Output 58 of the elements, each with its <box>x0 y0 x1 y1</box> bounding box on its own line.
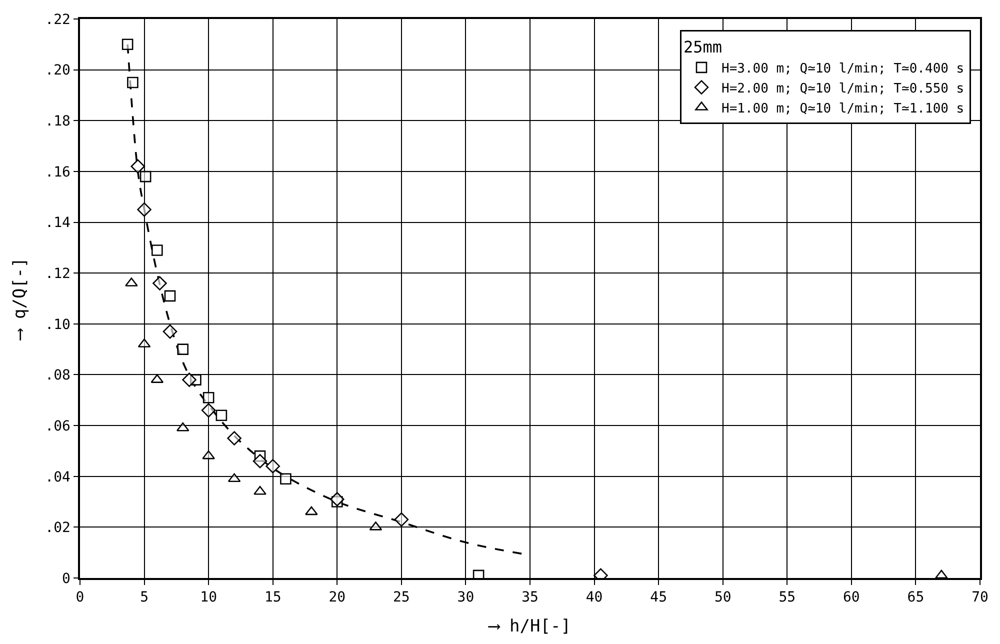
legend-label: H=3.00 m; Q≃10 l/min; T≃0.400 s <box>722 62 964 76</box>
point <box>202 392 214 404</box>
x-tick-label: 35 <box>522 590 538 606</box>
point <box>137 202 152 217</box>
point <box>152 276 167 290</box>
point <box>182 372 196 387</box>
legend-title: 25mm <box>684 37 722 56</box>
x-tick-label: 20 <box>328 590 346 606</box>
y-tick-label: .14 <box>45 215 70 232</box>
point <box>280 473 292 485</box>
x-tick-label: 15 <box>264 590 282 606</box>
legend-label: H=2.00 m; Q≃10 l/min; T≃0.550 s <box>722 81 964 96</box>
x-axis-title: ⟶ h/H[-] <box>488 616 571 636</box>
point <box>305 506 318 516</box>
point <box>162 324 178 339</box>
point <box>266 459 280 474</box>
x-tick-label: 30 <box>457 590 474 606</box>
y-tick-label: 0 <box>62 570 70 587</box>
x-tick-label: 5 <box>140 590 149 606</box>
point <box>330 492 344 506</box>
point <box>394 512 409 527</box>
point <box>216 410 228 422</box>
x-tick-label: 10 <box>200 590 217 606</box>
y-tick-label: .10 <box>45 316 70 333</box>
x-tick-label: 70 <box>972 590 988 606</box>
x-tick-label: 65 <box>907 590 924 606</box>
y-tick-label: .04 <box>45 469 70 486</box>
x-tick-label: 55 <box>778 590 796 606</box>
x-tick-label: 40 <box>586 590 603 606</box>
point <box>151 244 163 256</box>
y-axis-title: ⟶ q/Q[-] <box>10 258 30 340</box>
y-tick-label: .08 <box>45 368 70 384</box>
x-tick-label: 60 <box>843 590 860 606</box>
legend-label: H=1.00 m; Q≃10 l/min; T≃1.100 s <box>722 101 964 116</box>
x-tick-label: 0 <box>76 590 84 606</box>
x-tick-label: 50 <box>714 590 732 606</box>
point <box>140 170 152 182</box>
point <box>130 159 146 174</box>
point <box>122 38 134 50</box>
point <box>252 454 268 468</box>
y-tick-label: .20 <box>45 62 70 79</box>
point <box>177 344 189 355</box>
point <box>127 76 138 88</box>
point <box>202 450 215 460</box>
y-tick-label: .02 <box>45 520 70 536</box>
y-tick-label: .16 <box>45 164 70 180</box>
point <box>164 290 176 302</box>
point <box>201 403 216 418</box>
y-tick-label: .22 <box>45 12 70 28</box>
y-tick-label: .12 <box>45 266 70 282</box>
x-tick-label: 25 <box>393 590 410 606</box>
point <box>228 473 241 482</box>
point <box>254 486 266 495</box>
x-tick-label: 45 <box>650 590 667 606</box>
y-tick-label: .18 <box>45 114 70 130</box>
y-tick-label: .06 <box>45 418 70 434</box>
point <box>227 431 242 446</box>
point <box>176 422 190 432</box>
